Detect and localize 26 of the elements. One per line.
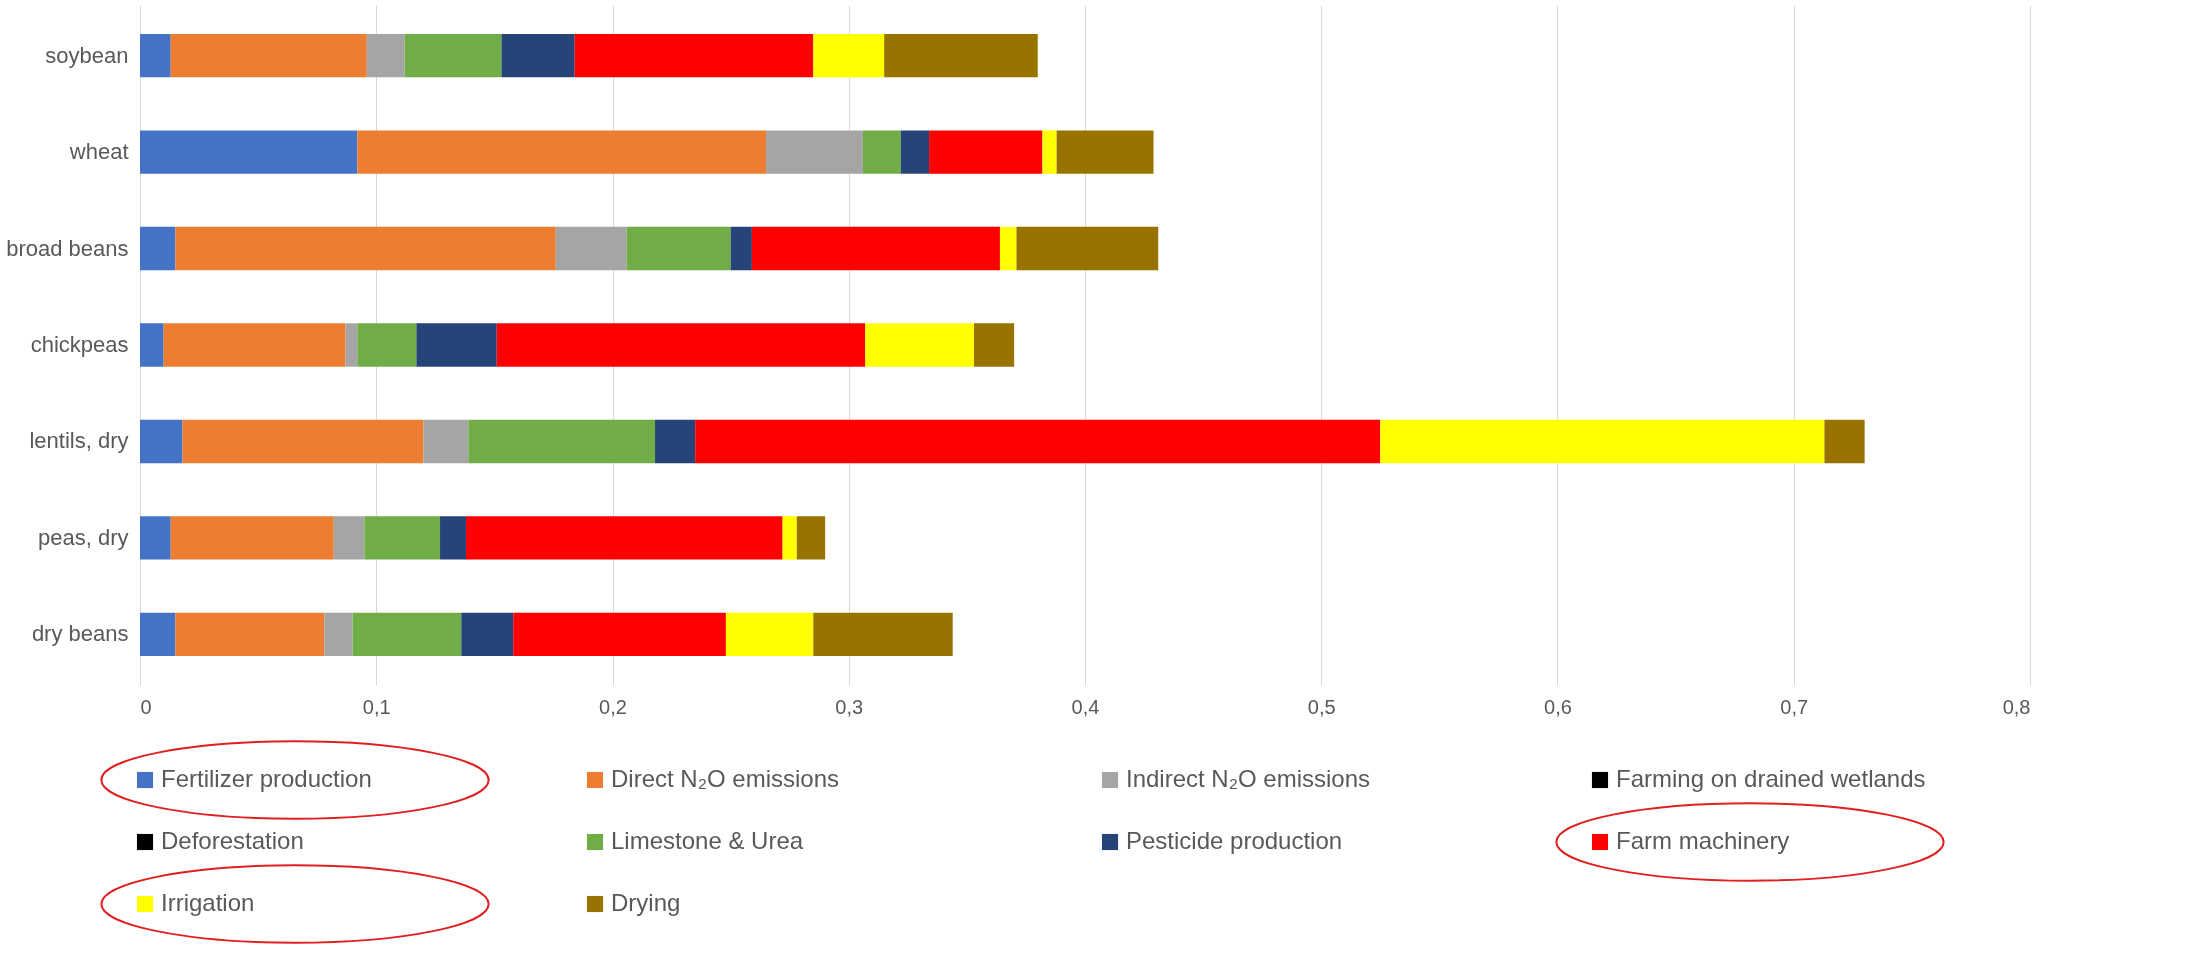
x-tick-label: 0,2 [599, 695, 627, 718]
y-tick-label: dry beans [31, 621, 129, 647]
legend-label: Farm machinery [1616, 827, 1790, 854]
x-tick-label: 0,6 [1544, 695, 1572, 718]
legend-label: Pesticide production [1126, 827, 1343, 854]
y-tick-label: wheat [68, 139, 129, 165]
legend-label: Indirect N₂O emissions [1126, 765, 1371, 792]
y-tick-label: chickpeas [30, 332, 129, 357]
x-tick-label: 0,7 [1780, 695, 1809, 718]
x-tick-label: 0,4 [1071, 695, 1100, 718]
x-tick-label: 0,3 [835, 695, 864, 718]
legend-label: Deforestation [161, 827, 304, 854]
legend-label: Direct N₂O emissions [611, 765, 840, 792]
legend-label: Farming on drained wetlands [1616, 765, 1926, 792]
y-tick-label: peas, dry [38, 524, 129, 550]
y-tick-label: broad beans [6, 235, 129, 261]
x-tick-label: 0,8 [2002, 695, 2031, 718]
legend-label: Irrigation [161, 889, 255, 916]
y-tick-label: lentils, dry [29, 428, 129, 454]
x-tick-label: 0 [140, 695, 152, 718]
legend-label: Fertilizer production [161, 765, 372, 792]
legend-label: Drying [611, 889, 681, 916]
x-tick-label: 0,1 [362, 695, 391, 718]
x-tick-label: 0,5 [1307, 695, 1336, 718]
legend-label: Limestone & Urea [611, 827, 804, 854]
y-tick-label: soybean [45, 42, 129, 68]
